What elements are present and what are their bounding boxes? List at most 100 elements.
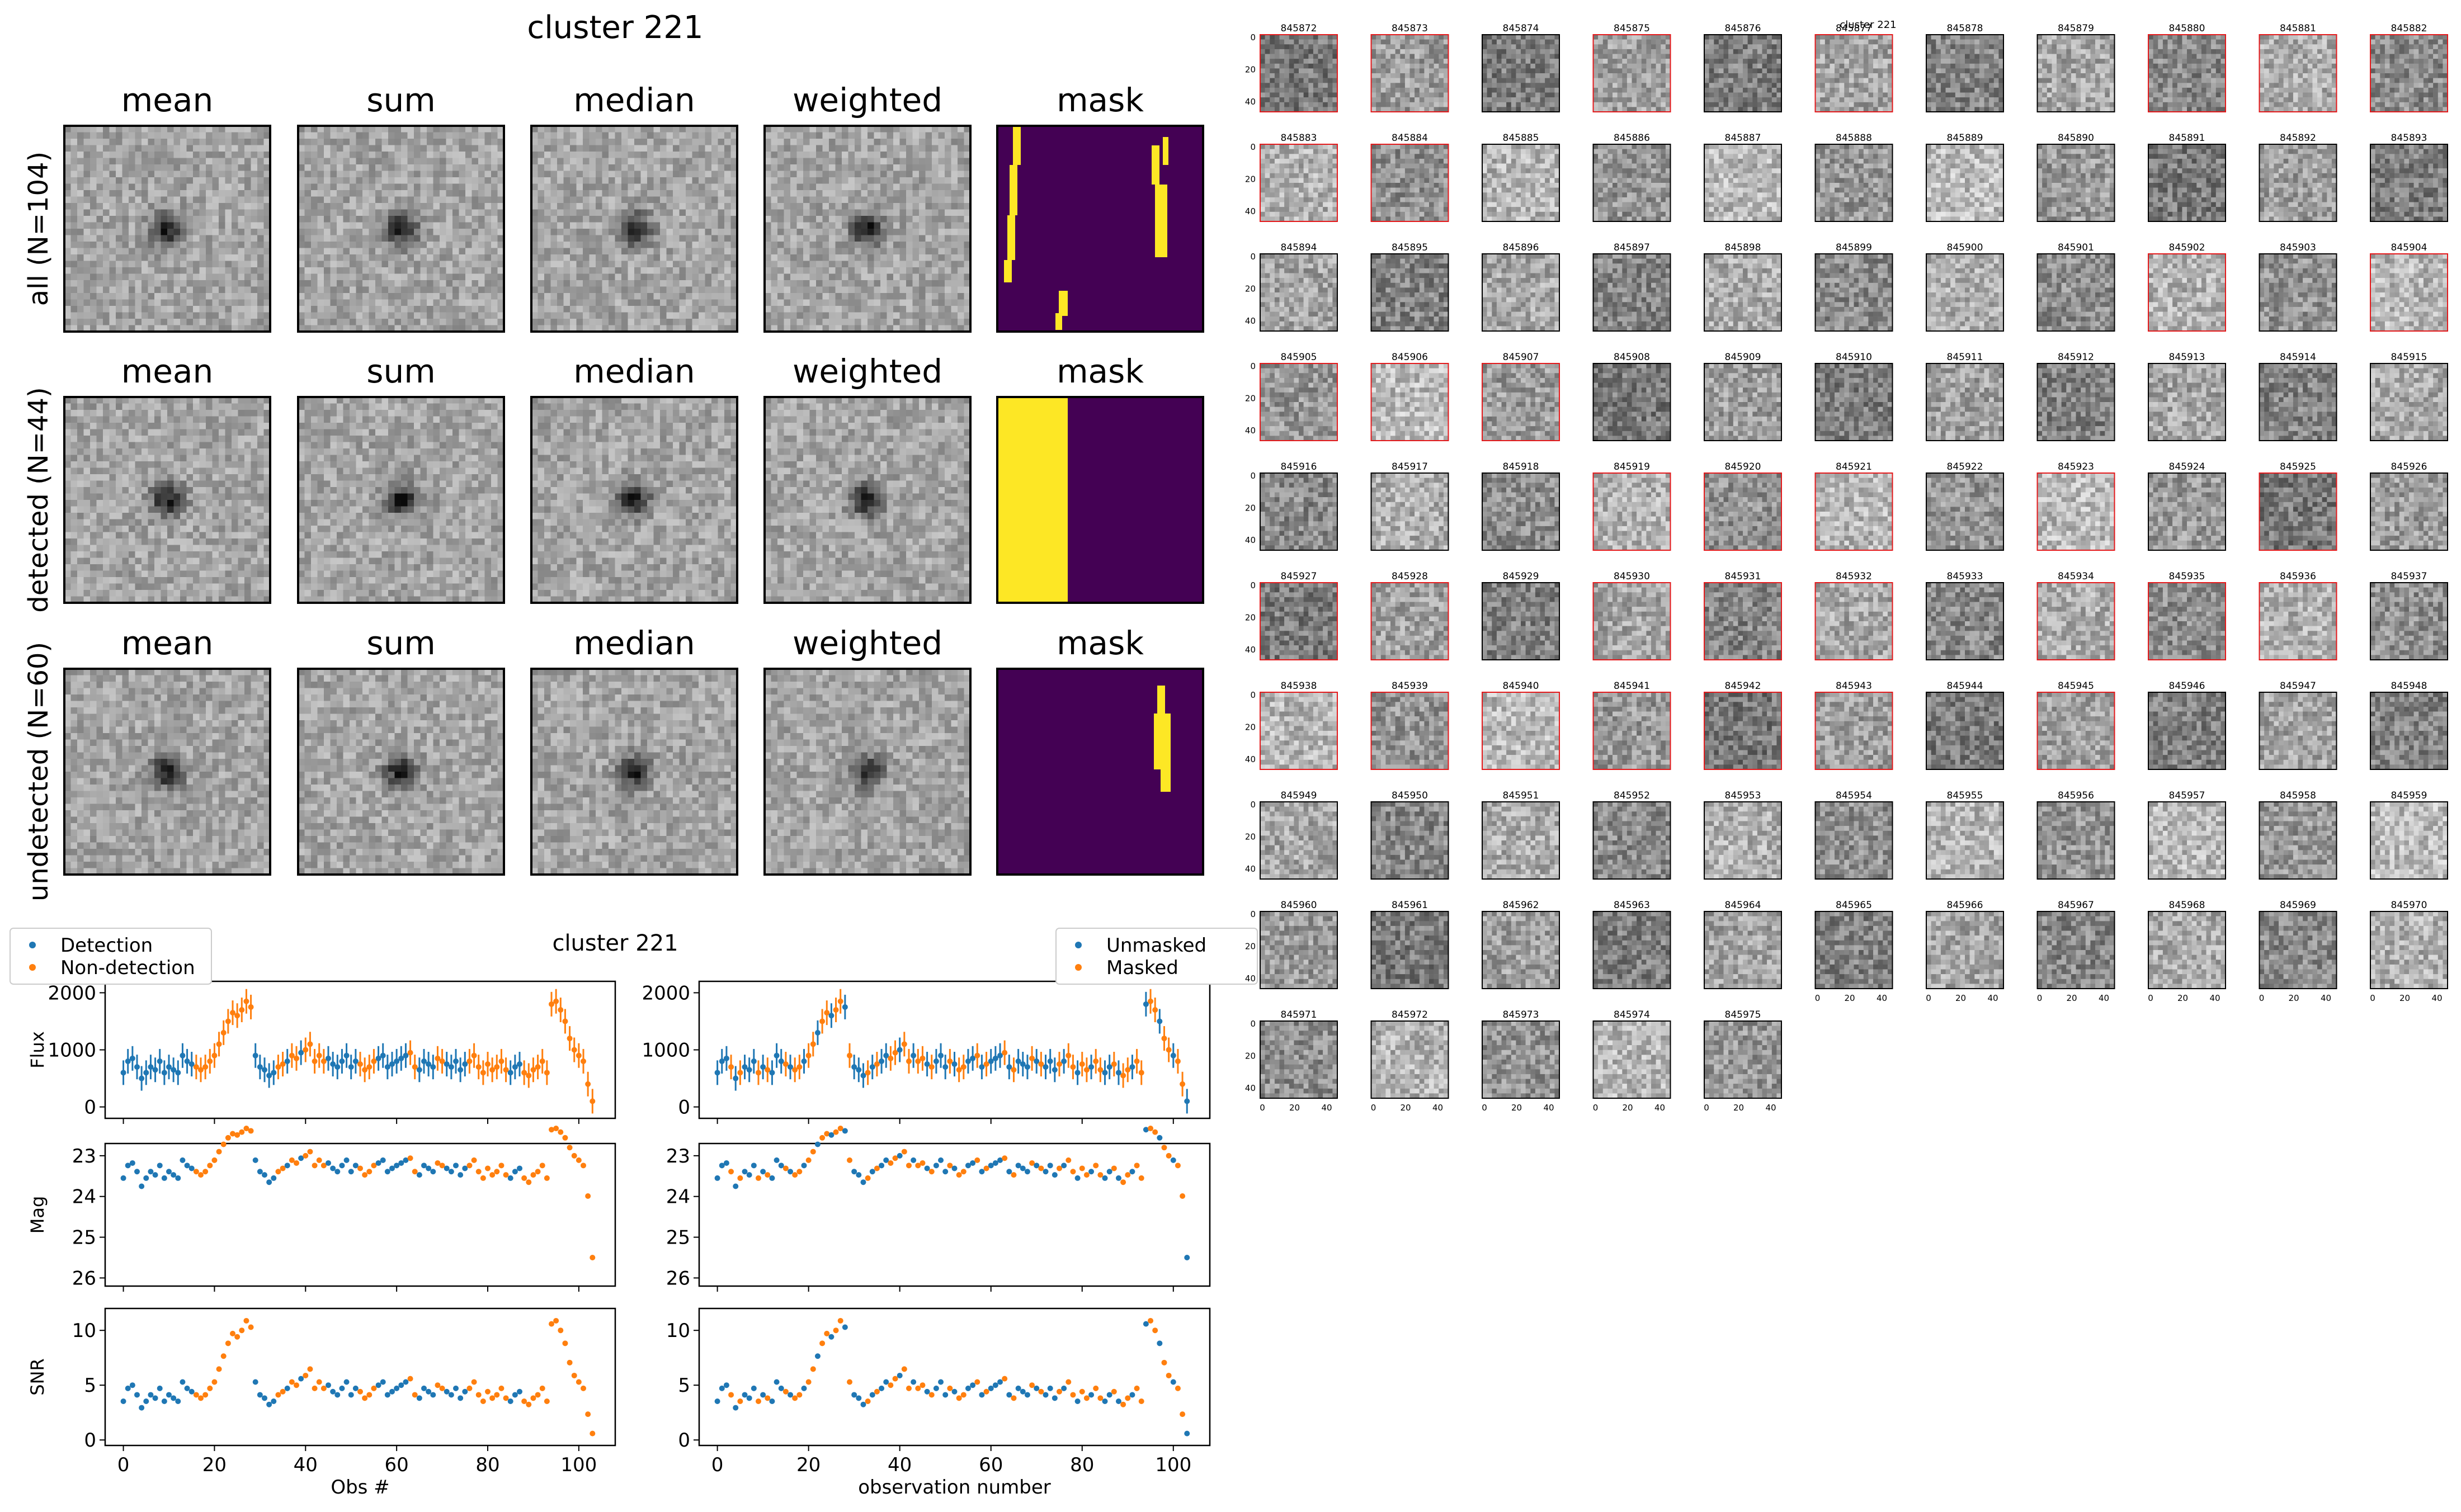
point-detection xyxy=(942,1169,948,1174)
point-non-detection xyxy=(1093,1163,1099,1168)
point-detection xyxy=(779,1386,784,1391)
thumb-image xyxy=(2038,802,2115,879)
point-detection xyxy=(769,1398,775,1404)
thumb-label: 845878 xyxy=(1947,23,1983,34)
point-detection xyxy=(856,1067,861,1072)
point-non-detection xyxy=(207,1386,213,1391)
stack-image xyxy=(64,669,270,875)
thumb-xtick: 20 xyxy=(2177,993,2188,1003)
panel-title: median xyxy=(573,352,695,390)
stack-image xyxy=(298,669,504,875)
point-detection xyxy=(925,1389,930,1395)
point-non-detection xyxy=(485,1061,491,1067)
point-detection xyxy=(344,1379,350,1385)
point-non-detection xyxy=(234,1013,240,1018)
legend-label: Non-detection xyxy=(60,957,195,979)
point-detection xyxy=(1157,1340,1162,1346)
point-non-detection xyxy=(211,1379,217,1385)
thumb-label: 845916 xyxy=(1281,461,1317,472)
point-detection xyxy=(125,1386,131,1391)
point-non-detection xyxy=(765,1395,770,1401)
point-non-detection xyxy=(362,1172,367,1178)
point-detection xyxy=(339,1163,345,1168)
point-detection xyxy=(326,1160,331,1166)
thumb-image xyxy=(1482,802,1559,879)
thumb-image xyxy=(1260,911,1337,989)
thumb-image xyxy=(1593,473,1671,550)
point-non-detection xyxy=(476,1392,482,1397)
point-detection xyxy=(1171,1157,1176,1163)
point-detection xyxy=(334,1392,340,1397)
thumb-image xyxy=(1593,802,1671,879)
point-non-detection xyxy=(494,1392,499,1397)
point-detection xyxy=(285,1386,290,1391)
panel-title: median xyxy=(573,81,695,119)
point-non-detection xyxy=(526,1072,531,1078)
thumb-label: 845929 xyxy=(1503,571,1539,582)
point-detection xyxy=(121,1175,126,1181)
point-non-detection xyxy=(1139,1070,1144,1075)
point-detection xyxy=(1129,1392,1135,1397)
point-detection xyxy=(344,1157,350,1163)
point-detection xyxy=(139,1405,144,1411)
thumb-label: 845956 xyxy=(2058,790,2094,801)
point-non-detection xyxy=(1084,1172,1090,1178)
point-non-detection xyxy=(371,1386,376,1391)
point-non-detection xyxy=(1038,1165,1044,1171)
thumb-label: 845950 xyxy=(1392,790,1428,801)
point-non-detection xyxy=(485,1389,491,1395)
thumb-ytick: 0 xyxy=(1250,909,1256,919)
thumb-image xyxy=(2260,254,2337,331)
point-non-detection xyxy=(572,1153,577,1159)
thumb-image xyxy=(1482,363,1559,441)
thumb-image xyxy=(1704,144,1781,221)
point-detection xyxy=(139,1076,144,1081)
point-non-detection xyxy=(216,1366,222,1372)
thumb-ytick: 0 xyxy=(1250,1019,1256,1029)
thumb-label: 845914 xyxy=(2280,352,2316,363)
thumb-label: 845939 xyxy=(1392,681,1428,692)
thumb-label: 845891 xyxy=(2169,133,2205,144)
thumb-image xyxy=(1704,583,1781,660)
point-detection xyxy=(801,1386,807,1391)
x-tick-label: 40 xyxy=(888,1454,912,1476)
legend-label: Detection xyxy=(60,934,153,957)
axes-frame xyxy=(105,1308,615,1445)
point-non-detection xyxy=(202,1392,208,1397)
thumb-image xyxy=(1482,254,1559,331)
point-detection xyxy=(925,1165,930,1171)
thumb-ytick: 40 xyxy=(1245,206,1256,216)
point-detection xyxy=(339,1386,345,1391)
thumb-ytick: 20 xyxy=(1245,1051,1256,1061)
point-non-detection xyxy=(530,1395,536,1401)
point-detection xyxy=(1143,1321,1149,1327)
point-non-detection xyxy=(1070,1169,1076,1174)
thumb-label: 845874 xyxy=(1503,23,1539,34)
point-non-detection xyxy=(216,1149,222,1155)
point-non-detection xyxy=(728,1064,734,1070)
panel-title: mean xyxy=(121,624,213,662)
thumb-label: 845965 xyxy=(1836,900,1872,911)
point-non-detection xyxy=(1180,1411,1185,1417)
point-non-detection xyxy=(567,1360,573,1365)
thumb-label: 845935 xyxy=(2169,571,2205,582)
thumb-image xyxy=(1816,692,1893,769)
panel-title: mask xyxy=(1057,624,1144,662)
thumb-label: 845960 xyxy=(1281,900,1317,911)
point-detection xyxy=(430,1064,436,1070)
point-detection xyxy=(1061,1163,1067,1168)
thumb-ytick: 20 xyxy=(1245,284,1256,294)
panel-title: weighted xyxy=(793,352,942,390)
point-non-detection xyxy=(984,1389,989,1395)
point-detection xyxy=(719,1386,725,1391)
stack-panels: all (N=104)mean sum median weighted maskdete… xyxy=(23,81,1203,901)
point-non-detection xyxy=(1152,1327,1158,1333)
point-detection xyxy=(1102,1398,1108,1404)
thumb-label: 845905 xyxy=(1281,352,1317,363)
point-non-detection xyxy=(585,1193,591,1199)
point-non-detection xyxy=(1111,1061,1117,1067)
point-non-detection xyxy=(1152,1130,1158,1135)
point-non-detection xyxy=(234,1334,240,1340)
thumb-label: 845961 xyxy=(1392,900,1428,911)
